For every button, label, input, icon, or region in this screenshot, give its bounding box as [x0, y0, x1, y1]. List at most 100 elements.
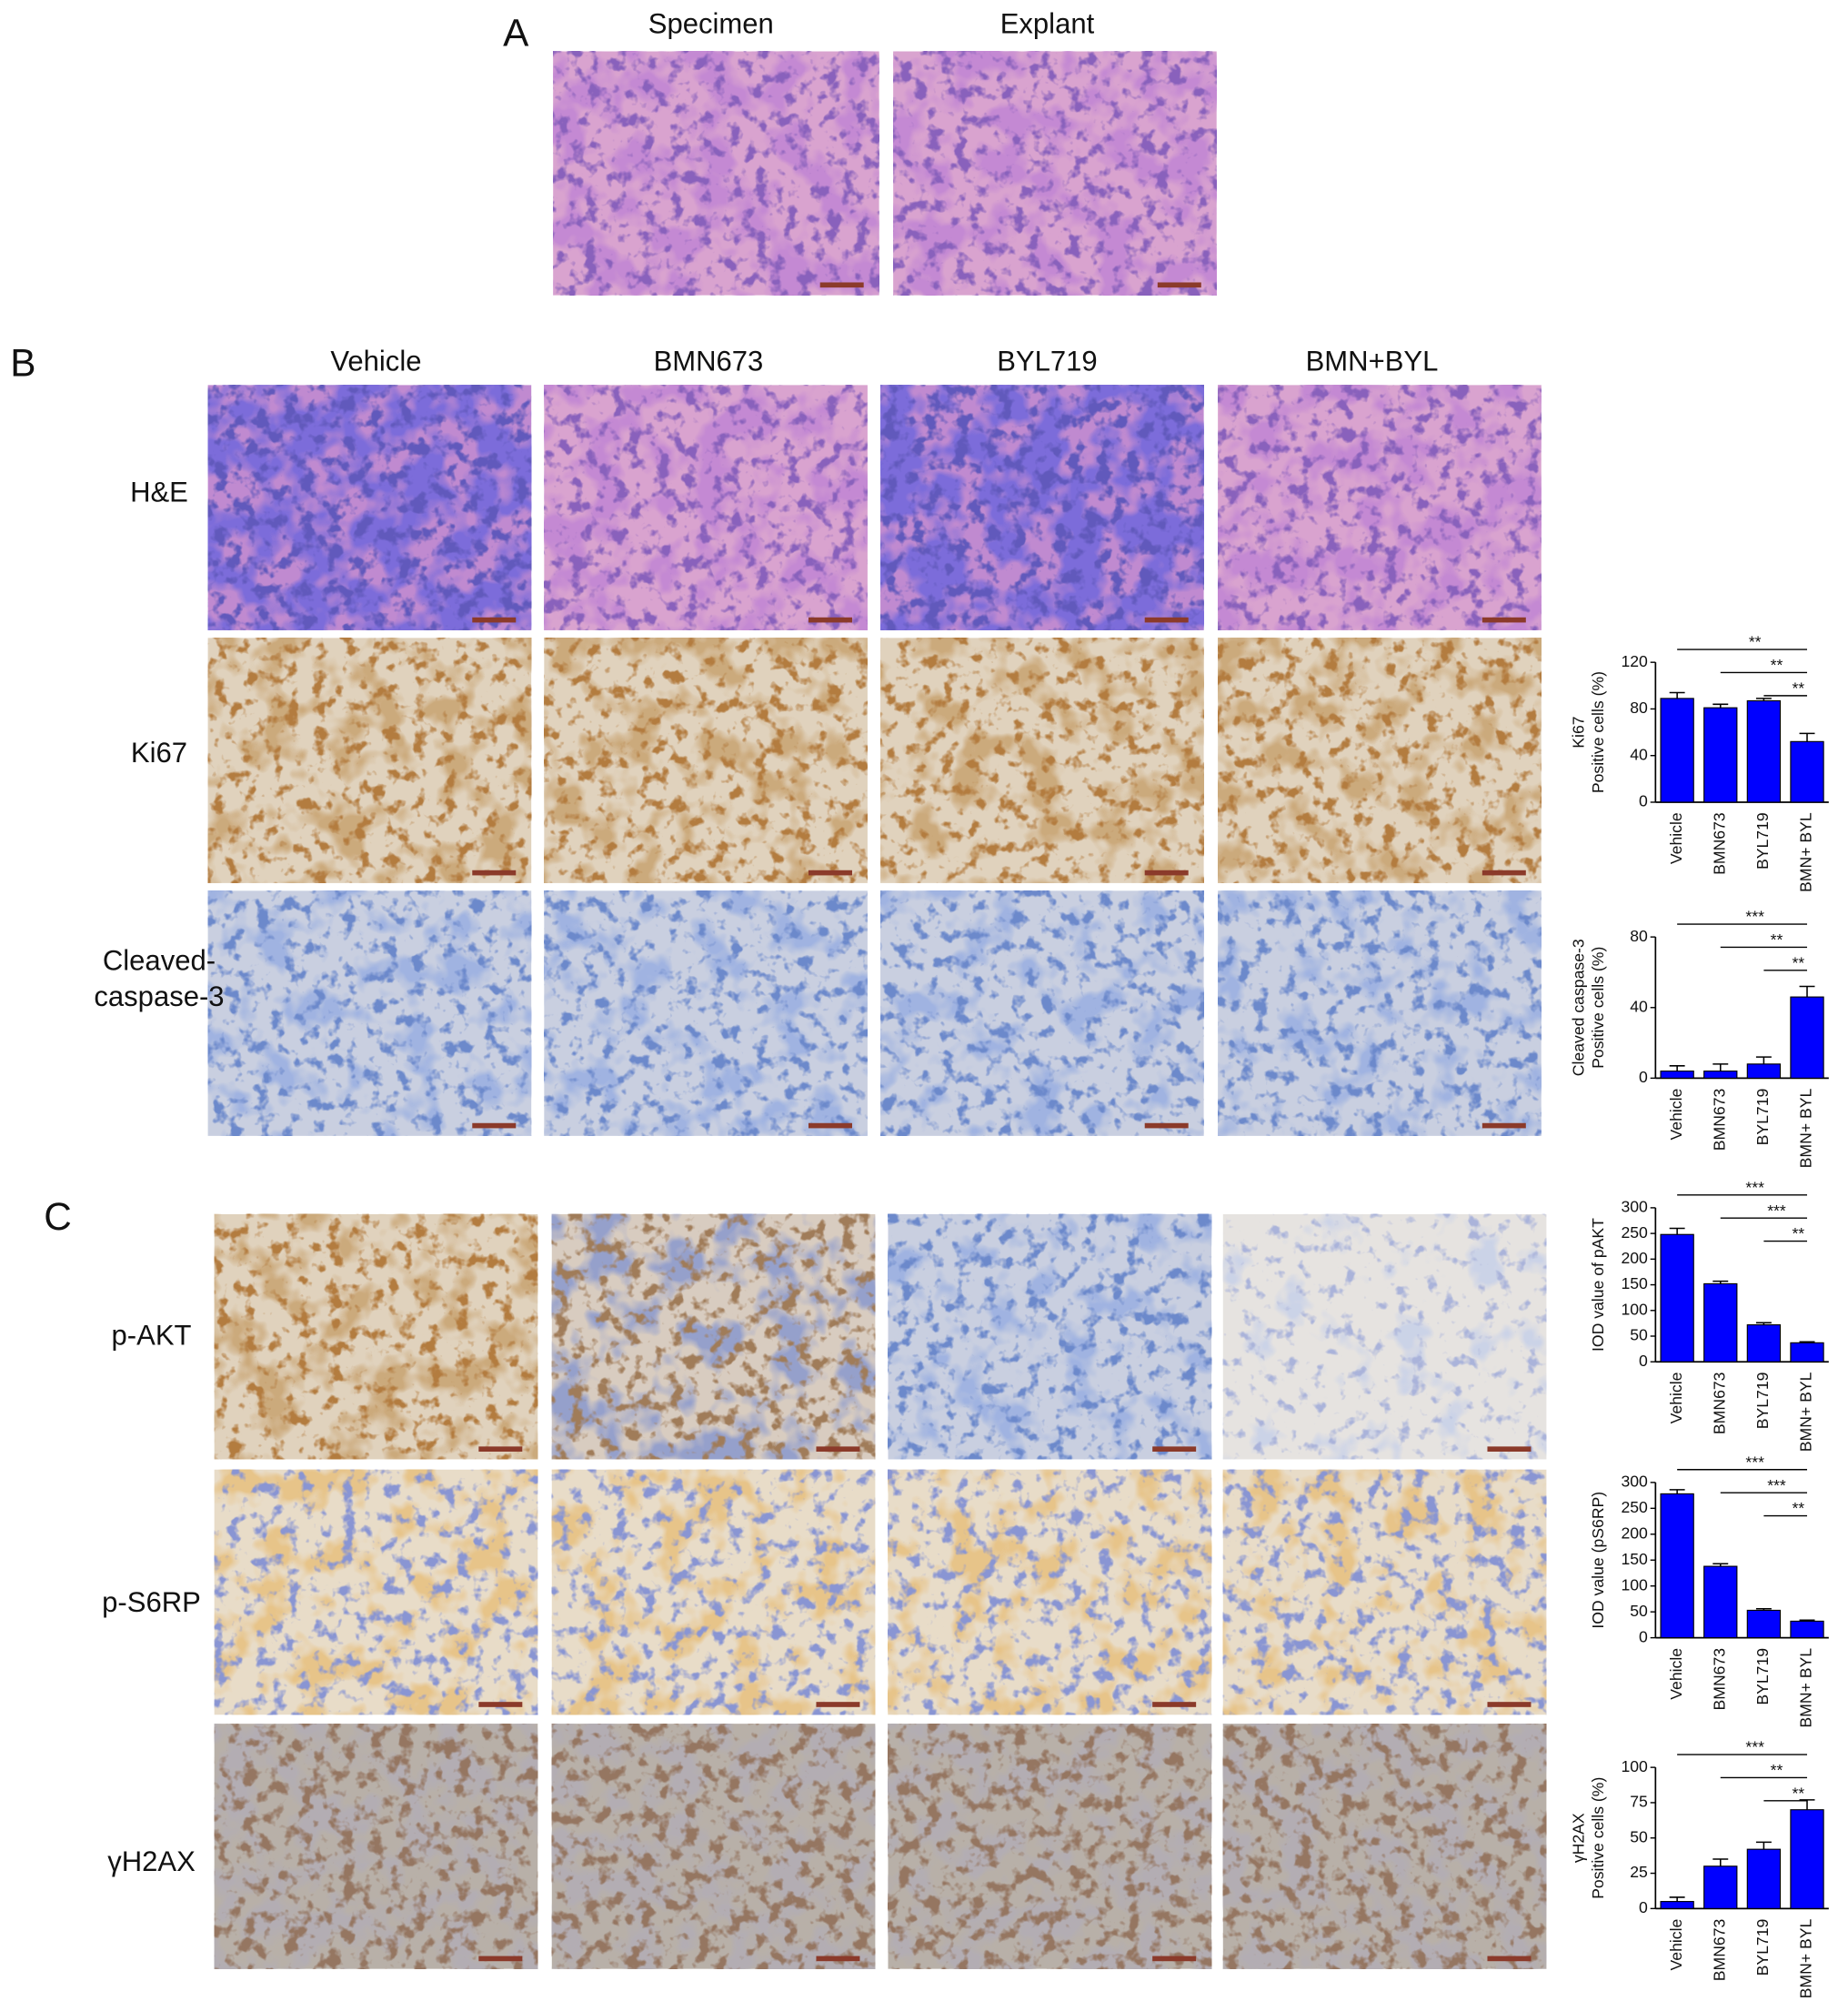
- error-bar: [1669, 1489, 1685, 1494]
- error-bar: [1712, 1563, 1729, 1567]
- micrograph-nuclei: [544, 385, 868, 630]
- x-tick-label: BYL719: [1753, 812, 1772, 870]
- row-label: p-AKT: [112, 1320, 192, 1352]
- x-tick-label: BMN673: [1710, 1648, 1728, 1711]
- panel-label: C: [44, 1195, 72, 1238]
- bar: [1746, 1848, 1782, 1909]
- error-bar: [1755, 1841, 1772, 1850]
- row-label: Cleaved-: [103, 945, 216, 977]
- micrograph: [214, 1213, 538, 1460]
- y-axis-label: Positive cells (%): [1589, 671, 1607, 793]
- scale-bar: [1157, 282, 1201, 288]
- row-label: γH2AX: [107, 1845, 196, 1877]
- micrograph-nuclei: [544, 638, 868, 883]
- bar: [1660, 1493, 1694, 1639]
- significance-label: **: [1771, 1761, 1783, 1779]
- y-tick-label: 120: [1621, 652, 1648, 670]
- micrograph: [888, 1213, 1212, 1460]
- y-tick-label: 0: [1639, 792, 1648, 810]
- significance-label: **: [1771, 656, 1783, 674]
- error-bar: [1669, 1896, 1685, 1902]
- micrograph: [207, 385, 532, 630]
- error-bar: [1755, 1322, 1772, 1325]
- bar: [1660, 1233, 1694, 1362]
- micrograph-nuclei: [880, 890, 1204, 1136]
- scale-bar: [1487, 1702, 1532, 1707]
- micrograph: [551, 1213, 876, 1460]
- significance-label: ***: [1745, 908, 1764, 926]
- micrograph-nuclei: [1218, 385, 1542, 630]
- bar: [1746, 1063, 1782, 1079]
- scale-bar: [478, 1446, 523, 1453]
- micrograph-nuclei: [553, 51, 879, 296]
- error-bar: [1712, 1063, 1729, 1071]
- micrograph-nuclei: [207, 638, 532, 883]
- significance-label: **: [1792, 953, 1804, 971]
- micrograph: [551, 1469, 876, 1715]
- micrograph-nuclei: [893, 51, 1217, 296]
- bar: [1703, 1071, 1738, 1079]
- scale-bar: [1481, 1122, 1526, 1129]
- y-axis-label: IOD value of pAKT: [1589, 1218, 1607, 1352]
- micrograph: [880, 385, 1204, 630]
- significance-label: ***: [1767, 1202, 1786, 1220]
- error-bar: [1669, 1227, 1685, 1235]
- y-tick-label: 25: [1630, 1863, 1648, 1881]
- x-tick-label: BYL719: [1753, 1089, 1772, 1146]
- x-tick-label: BMN+ BYL: [1797, 1648, 1815, 1728]
- y-tick-label: 200: [1621, 1523, 1648, 1542]
- micrograph: [1218, 385, 1542, 630]
- y-tick-label: 300: [1621, 1473, 1648, 1491]
- y-tick-label: 150: [1621, 1274, 1648, 1292]
- bar: [1703, 1282, 1738, 1362]
- micrograph-nuclei: [207, 890, 532, 1136]
- bar: [1790, 740, 1824, 803]
- column-header: Explant: [1000, 7, 1095, 39]
- x-tick-label: BYL719: [1753, 1373, 1772, 1430]
- x-tick-label: BYL719: [1753, 1648, 1772, 1705]
- error-bar: [1799, 985, 1815, 998]
- x-tick-label: Vehicle: [1667, 1372, 1685, 1423]
- micrograph: [553, 51, 879, 296]
- micrograph: [1222, 1213, 1547, 1460]
- scale-bar: [1144, 870, 1189, 876]
- micrograph-nuclei: [888, 1724, 1212, 1969]
- x-tick-label: BMN+ BYL: [1797, 1088, 1815, 1168]
- y-tick-label: 40: [1630, 745, 1648, 763]
- y-tick-label: 250: [1621, 1498, 1648, 1516]
- bar: [1746, 699, 1782, 803]
- error-bar: [1799, 1799, 1815, 1810]
- bar: [1703, 1865, 1738, 1909]
- y-tick-label: 0: [1639, 1898, 1648, 1916]
- scale-bar: [816, 1702, 860, 1707]
- x-tick-label: BMN+ BYL: [1797, 1918, 1815, 1998]
- y-tick-label: 300: [1621, 1198, 1648, 1216]
- micrograph: [214, 1469, 538, 1715]
- micrograph-nuclei: [1222, 1469, 1547, 1715]
- scale-bar: [819, 282, 864, 288]
- scale-bar: [478, 1702, 523, 1707]
- bar: [1746, 1324, 1782, 1362]
- y-tick-label: 80: [1630, 927, 1648, 945]
- panel-label: B: [10, 341, 35, 384]
- significance-label: **: [1792, 1224, 1804, 1242]
- significance-label: **: [1792, 1784, 1804, 1802]
- error-bar: [1712, 1858, 1729, 1866]
- scale-bar: [472, 617, 517, 623]
- micrograph-nuclei: [1218, 890, 1542, 1136]
- significance-label: ***: [1745, 1453, 1764, 1471]
- y-axis-label: γH2AX: [1570, 1813, 1588, 1863]
- bar: [1703, 1565, 1738, 1639]
- error-bar: [1712, 703, 1729, 709]
- scale-bar: [1152, 1446, 1197, 1453]
- micrograph-nuclei: [544, 890, 868, 1136]
- micrograph-nuclei: [880, 385, 1204, 630]
- bar: [1660, 1901, 1694, 1909]
- micrograph: [1222, 1724, 1547, 1969]
- x-tick-label: Vehicle: [1667, 1648, 1685, 1700]
- micrograph-nuclei: [551, 1724, 876, 1969]
- y-axis-label: Positive cells (%): [1589, 1777, 1607, 1899]
- y-tick-label: 200: [1621, 1249, 1648, 1267]
